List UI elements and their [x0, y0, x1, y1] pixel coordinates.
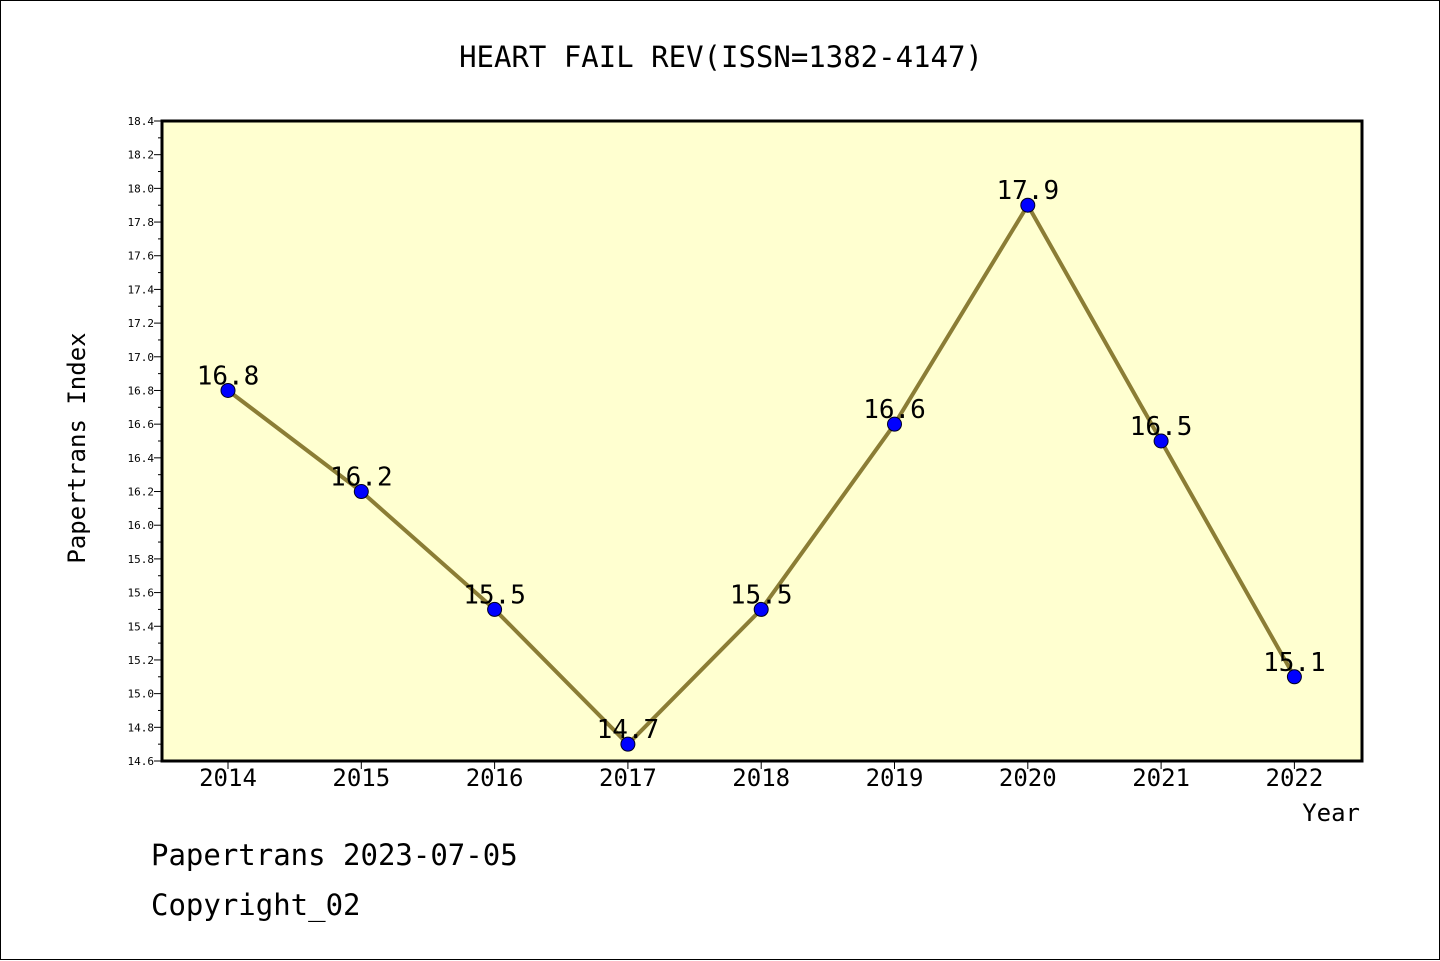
- data-label: 16.5: [1130, 412, 1193, 442]
- data-point: [1286, 669, 1302, 685]
- y-tick-label: 15.0: [128, 688, 155, 701]
- data-point: [887, 416, 902, 432]
- y-axis-ticks: 14.6 14.8 15.0 15.2 15.4 15.6 15.8 16.0 16.2 16.4…: [128, 115, 162, 768]
- data-label: 15.1: [1263, 648, 1326, 678]
- x-tick-label: 2019: [866, 764, 924, 792]
- y-tick-label: 17.4: [128, 283, 155, 296]
- x-tick-label: 2018: [732, 764, 790, 792]
- y-tick-label: 18.4: [128, 115, 155, 128]
- x-tick-label: 2017: [599, 764, 657, 792]
- chart-title: HEART FAIL REV(ISSN=1382-4147): [459, 40, 983, 74]
- data-point: [1153, 433, 1169, 449]
- y-tick-label: 18.0: [128, 182, 155, 195]
- x-axis-ticks: 2014 2015 2016 2017 2018 2019 2020 2021 2022: [199, 761, 1323, 792]
- y-tick-label: 17.2: [128, 317, 155, 330]
- x-tick-label: 2022: [1266, 764, 1324, 792]
- data-point: [220, 382, 236, 398]
- y-tick-label: 16.2: [128, 486, 155, 499]
- x-axis-title: Year: [1302, 799, 1360, 827]
- y-tick-label: 17.8: [128, 216, 155, 229]
- data-point: [353, 484, 369, 500]
- footer-date: Papertrans 2023-07-05: [151, 838, 518, 872]
- data-label: 16.8: [197, 361, 260, 391]
- y-tick-label: 16.6: [128, 418, 155, 431]
- y-tick-label: 15.2: [128, 654, 155, 667]
- data-label: 15.5: [463, 580, 526, 610]
- y-tick-label: 15.4: [128, 620, 155, 633]
- y-tick-label: 14.8: [128, 721, 155, 734]
- x-tick-label: 2020: [999, 764, 1057, 792]
- y-tick-label: 14.6: [128, 755, 155, 768]
- y-tick-label: 17.6: [128, 250, 155, 263]
- y-tick-label: 16.0: [128, 519, 155, 532]
- data-label: 15.5: [730, 580, 793, 610]
- y-tick-label: 15.8: [128, 553, 155, 566]
- data-label: 16.2: [330, 463, 393, 493]
- y-tick-label: 16.4: [128, 452, 155, 465]
- data-point: [753, 601, 769, 617]
- x-tick-label: 2016: [466, 764, 524, 792]
- y-tick-label: 15.6: [128, 587, 155, 600]
- y-tick-label: 16.8: [128, 384, 155, 397]
- x-tick-label: 2014: [199, 764, 257, 792]
- footer-copyright: Copyright_02: [151, 888, 361, 923]
- data-point: [620, 736, 636, 752]
- data-point: [1020, 197, 1036, 213]
- x-tick-label: 2015: [332, 764, 390, 792]
- data-label: 16.6: [863, 395, 926, 425]
- data-label: 17.9: [996, 176, 1059, 206]
- data-point: [487, 601, 503, 617]
- y-axis-title: Papertrans Index: [63, 332, 91, 563]
- series-group: 16.8 16.2 15.5 14.7 15.5 16.6 17.9 16.5 15.1: [197, 176, 1326, 752]
- y-tick-label: 17.0: [128, 351, 155, 364]
- y-tick-label: 18.2: [128, 149, 155, 162]
- x-tick-label: 2021: [1132, 764, 1190, 792]
- data-label: 14.7: [597, 715, 660, 745]
